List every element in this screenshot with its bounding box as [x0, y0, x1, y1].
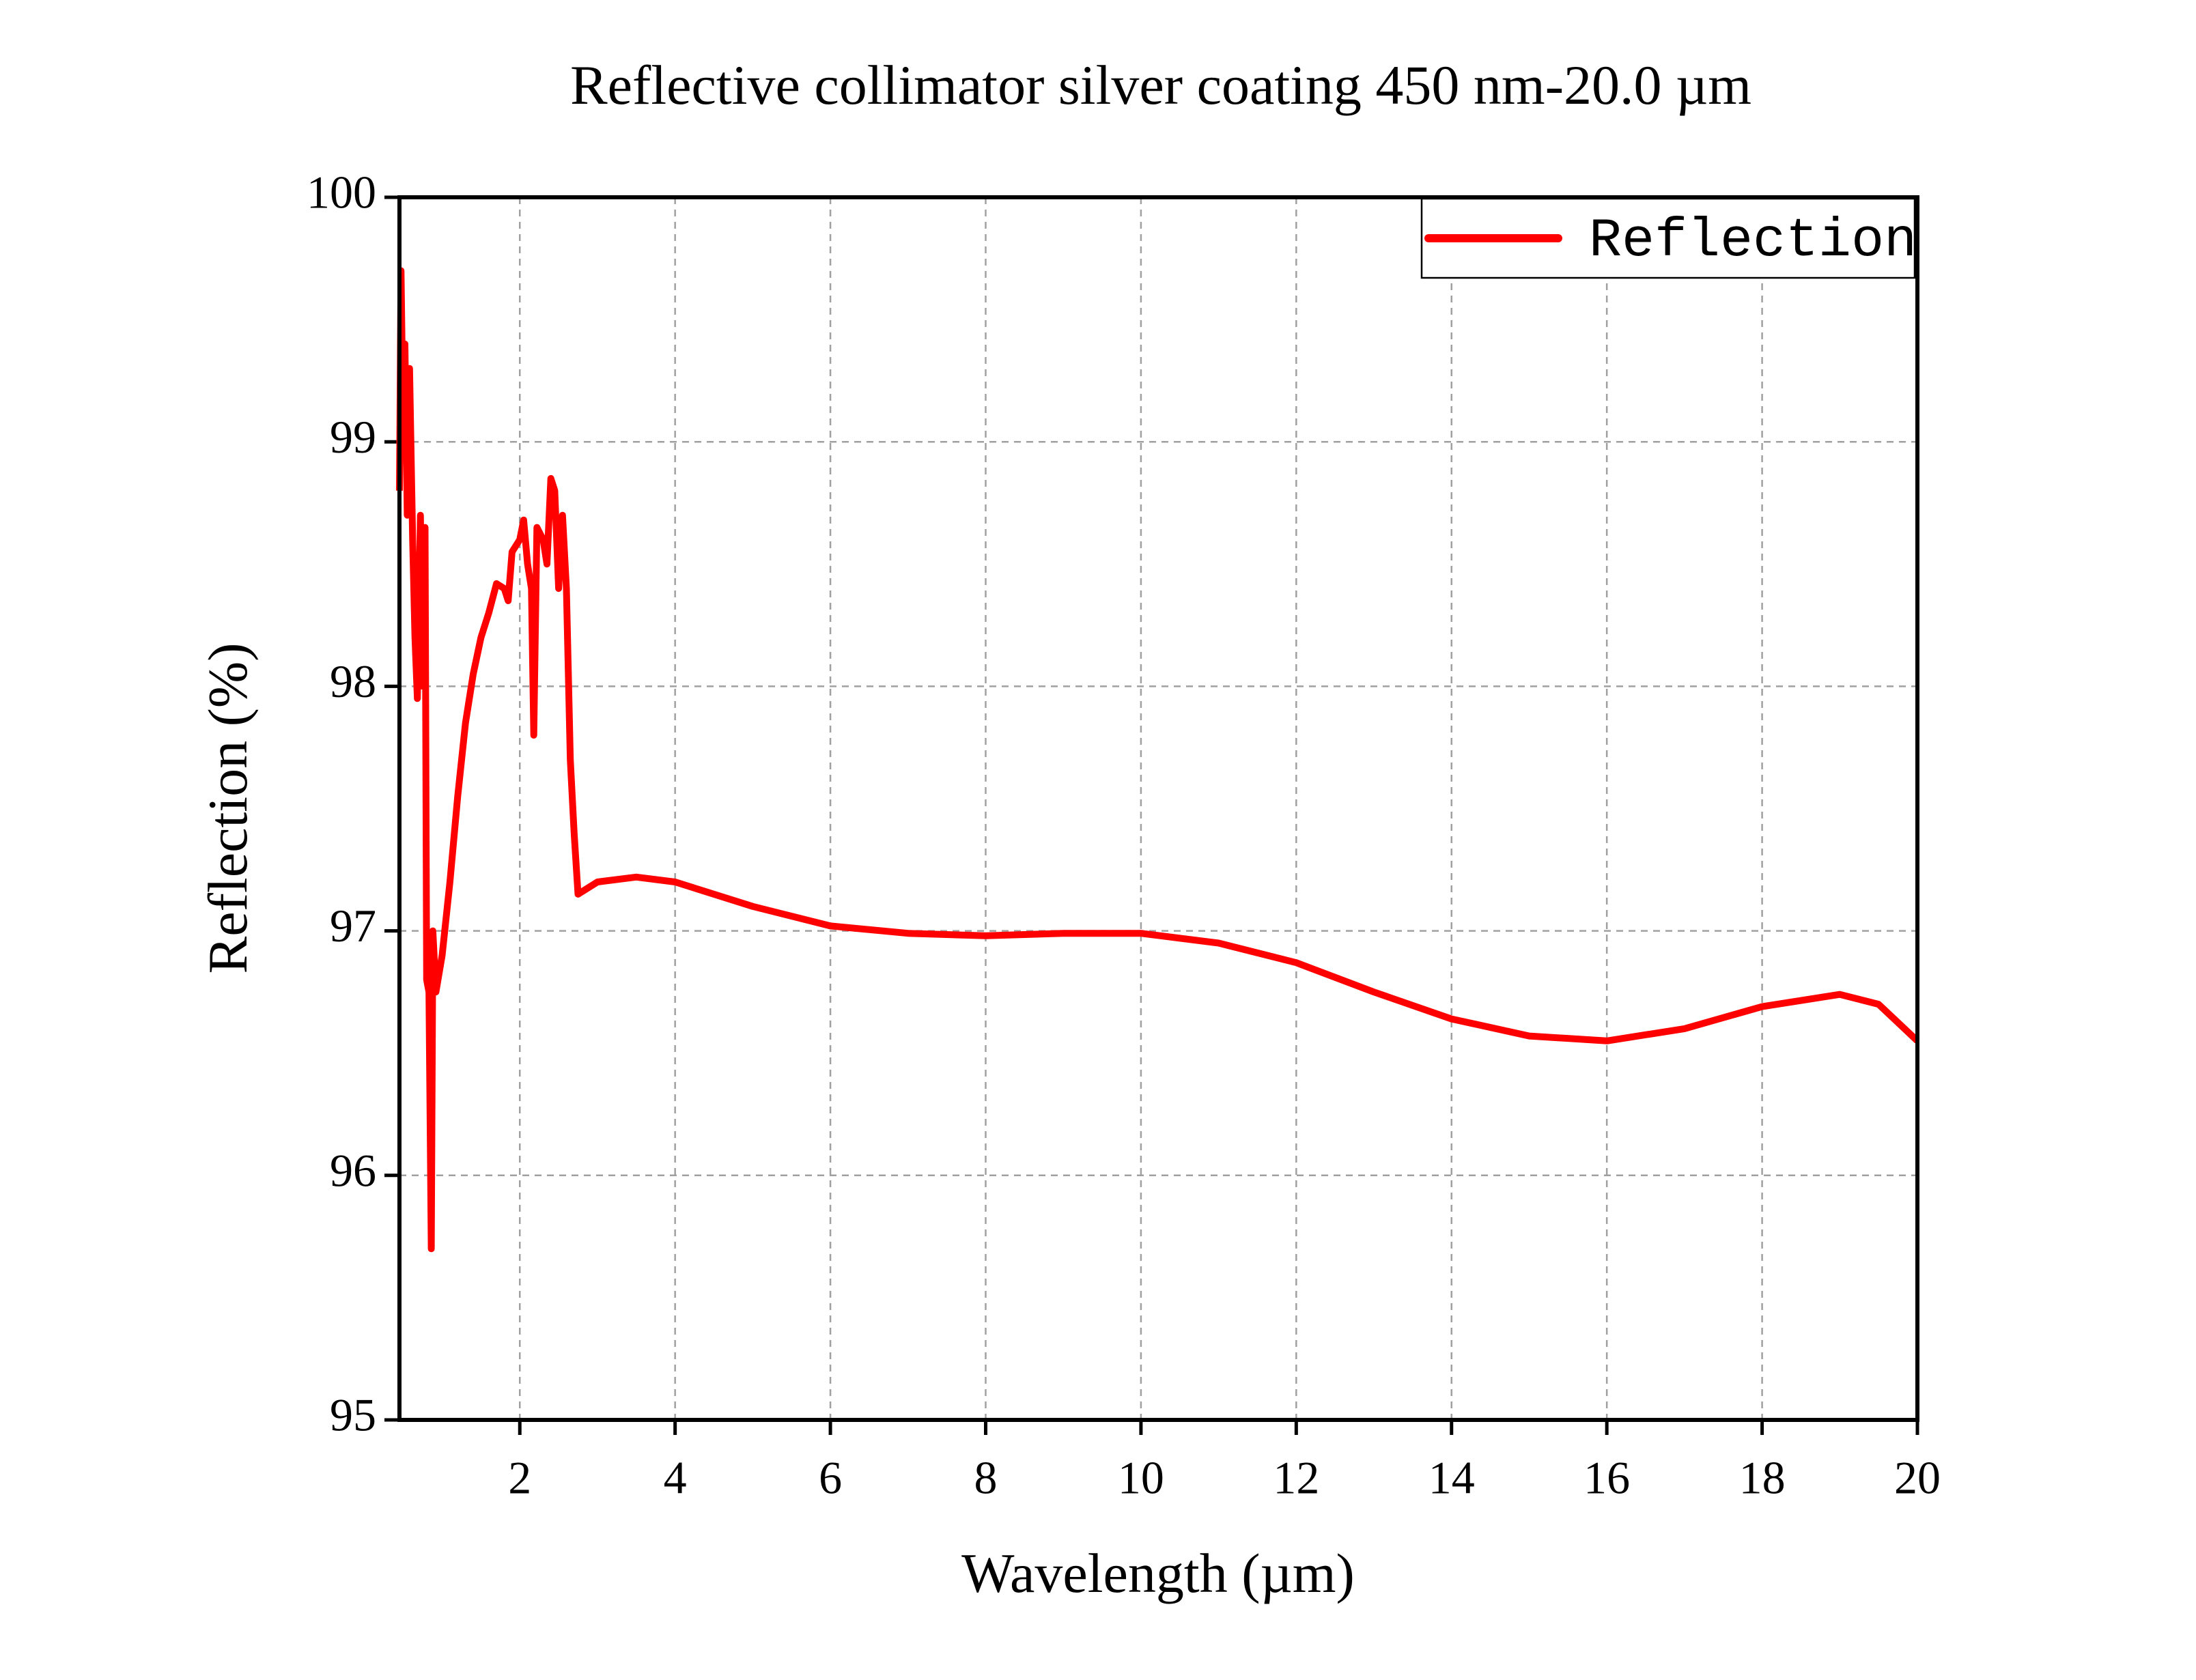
legend-label: Reflection: [1589, 210, 1917, 272]
x-tick-label: 12: [1273, 1452, 1319, 1504]
y-axis-label: Reflection (%): [197, 643, 259, 974]
data-line: [396, 267, 1920, 1253]
x-tick-label: 2: [508, 1452, 531, 1504]
plot-frame: [397, 195, 1919, 1422]
x-tick-label: 14: [1428, 1452, 1475, 1504]
y-tick-label: 95: [330, 1389, 376, 1441]
x-tick-label: 18: [1739, 1452, 1786, 1504]
x-tick-label: 4: [664, 1452, 687, 1504]
x-tick-label: 10: [1118, 1452, 1164, 1504]
x-tick-label: 6: [819, 1452, 842, 1504]
x-tick-label: 16: [1583, 1452, 1630, 1504]
x-tick-label: 8: [974, 1452, 997, 1504]
y-tick-label: 98: [330, 655, 376, 707]
y-tick-label: 96: [330, 1144, 376, 1196]
x-tick-label: 20: [1894, 1452, 1941, 1504]
y-tick-label: 99: [330, 411, 376, 463]
chart-title: Reflective collimator silver coating 450…: [570, 54, 1751, 116]
legend: Reflection: [1420, 197, 1917, 279]
x-axis-label: Wavelength (µm): [961, 1542, 1355, 1604]
y-tick-label: 97: [330, 900, 376, 952]
y-tick-label: 100: [307, 167, 376, 218]
